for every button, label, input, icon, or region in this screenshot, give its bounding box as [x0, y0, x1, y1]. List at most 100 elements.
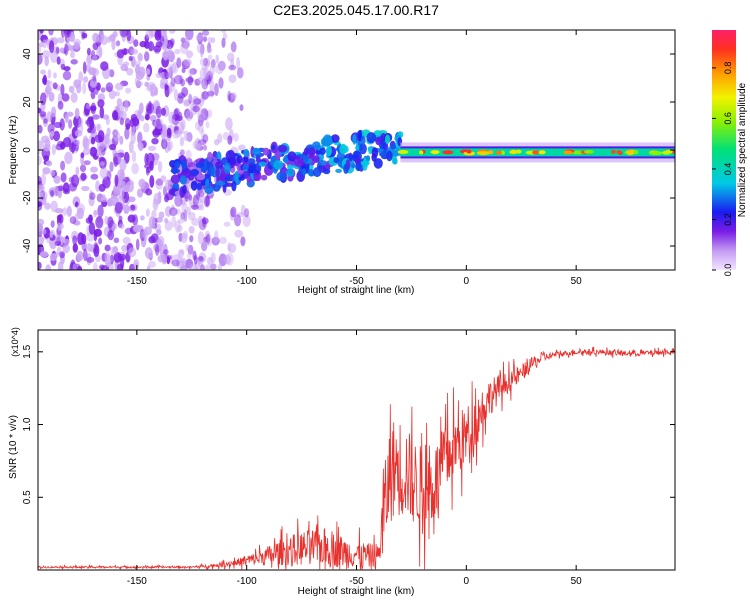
signal-blob: [234, 170, 239, 183]
signal-blob: [170, 168, 181, 174]
noise-blob: [211, 236, 220, 246]
noise-blob: [230, 206, 237, 218]
noise-blob: [68, 176, 75, 183]
noise-blob: [54, 208, 64, 214]
noise-blob: [135, 238, 140, 251]
x-tick-label: -50: [349, 276, 364, 287]
noise-blob: [125, 180, 134, 193]
noise-blob: [179, 249, 185, 255]
signal-blob: [303, 147, 309, 156]
noise-blob: [80, 172, 87, 181]
noise-blob: [75, 139, 81, 146]
noise-blob: [59, 118, 65, 131]
noise-blob: [38, 46, 42, 54]
noise-blob: [97, 204, 104, 218]
noise-blob: [148, 261, 157, 268]
noise-blob: [211, 37, 216, 44]
signal-blob: [231, 180, 237, 192]
noise-blob: [114, 91, 120, 97]
noise-blob: [233, 133, 239, 142]
noise-blob: [38, 201, 43, 207]
noise-blob: [59, 47, 65, 54]
signal-blob: [290, 155, 301, 160]
signal-blob: [215, 167, 220, 178]
signal-blob: [330, 134, 340, 143]
noise-blob: [132, 214, 139, 226]
noise-blob: [144, 113, 150, 121]
colorbar-tick-label: 0.8: [723, 62, 733, 75]
noise-blob: [150, 90, 156, 97]
noise-blob: [137, 110, 142, 120]
noise-blob: [218, 77, 224, 89]
signal-blob: [322, 134, 333, 147]
noise-blob: [39, 30, 44, 34]
noise-blob: [92, 54, 98, 62]
y-tick-label: -40: [22, 238, 33, 253]
steady-band-peak: [648, 151, 663, 156]
noise-blob: [186, 50, 194, 59]
noise-blob: [64, 43, 69, 56]
noise-blob: [38, 185, 44, 192]
noise-blob: [126, 30, 132, 42]
signal-blob: [308, 169, 315, 177]
steady-band-peak: [430, 150, 440, 155]
noise-blob: [180, 41, 189, 55]
noise-blob: [56, 56, 61, 65]
noise-blob: [118, 223, 125, 229]
signal-blob: [325, 145, 332, 157]
noise-blob: [203, 144, 207, 151]
noise-blob: [205, 121, 210, 129]
noise-blob: [159, 82, 166, 89]
noise-blob: [79, 164, 87, 172]
noise-blob: [171, 113, 181, 121]
signal-blob: [312, 167, 322, 178]
signal-blob: [196, 173, 206, 181]
noise-blob: [48, 92, 55, 102]
noise-blob: [166, 67, 172, 79]
noise-blob: [174, 220, 181, 233]
noise-blob: [179, 136, 184, 147]
noise-blob: [184, 108, 191, 119]
noise-blob: [70, 51, 75, 59]
noise-blob: [174, 49, 181, 55]
noise-blob: [164, 69, 168, 78]
noise-blob: [80, 152, 85, 159]
y-tick-label: -20: [22, 190, 33, 205]
noise-blob: [148, 100, 152, 111]
noise-blob: [38, 42, 44, 48]
spectrogram-x-label: Height of straight line (km): [298, 285, 415, 296]
noise-blob: [157, 160, 163, 173]
signal-blob: [359, 143, 367, 155]
noise-blob: [90, 102, 97, 115]
noise-blob: [219, 236, 227, 244]
steady-band-peak: [633, 150, 639, 155]
noise-blob: [75, 201, 79, 208]
steady-band-peak: [532, 150, 540, 155]
noise-blob: [146, 208, 150, 217]
noise-blob: [188, 226, 195, 234]
noise-blob: [165, 179, 171, 191]
noise-blob: [202, 36, 208, 42]
noise-blob: [90, 90, 96, 100]
signal-blob: [215, 180, 226, 186]
noise-blob: [99, 264, 105, 270]
noise-blob: [190, 204, 199, 210]
noise-blob: [181, 202, 188, 214]
noise-blob: [86, 243, 92, 252]
noise-blob: [89, 123, 97, 134]
noise-blob: [205, 195, 210, 207]
signal-blob: [236, 155, 243, 164]
noise-blob: [86, 256, 95, 263]
noise-blob: [192, 194, 199, 207]
noise-blob: [90, 166, 98, 173]
noise-blob: [107, 198, 113, 207]
noise-blob: [38, 192, 44, 199]
noise-blob: [207, 42, 212, 53]
noise-blob: [83, 248, 88, 262]
noise-blob: [123, 204, 130, 215]
noise-blob: [180, 119, 186, 131]
noise-blob: [242, 214, 251, 227]
noise-blob: [157, 191, 162, 204]
colorbar-ticks: 0.0 0.2 0.4 0.6 0.8: [712, 62, 733, 276]
